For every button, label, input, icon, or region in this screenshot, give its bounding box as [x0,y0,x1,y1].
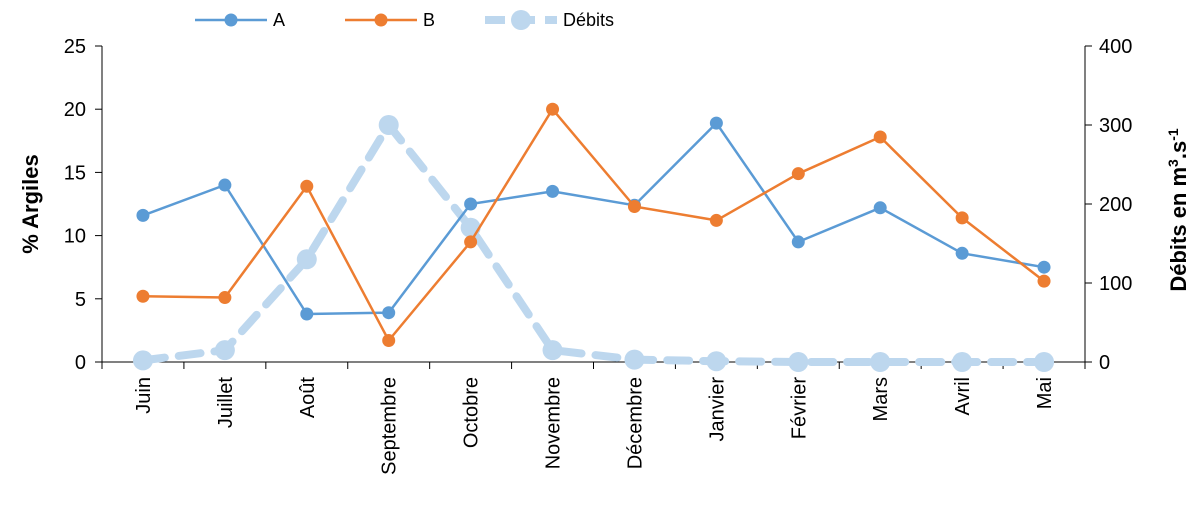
data-point [132,350,153,371]
x-tick-label: Mai [1034,377,1056,409]
data-point [624,349,645,370]
data-point [300,307,314,321]
x-tick-label: Août [297,377,319,419]
data-point [464,197,478,211]
y-tick-label: 15 [64,162,86,184]
legend-label: B [423,10,435,30]
series-a [136,116,1051,321]
data-point [218,178,232,192]
x-tick-label: Février [788,377,810,440]
data-point [788,352,809,372]
data-point [709,116,723,130]
legend-marker [511,10,531,30]
axes: 0 5 10 15 20 25 0 100 200 300 400 Juin Juillet Août Se… [64,36,1133,475]
legend-item: A [195,10,285,30]
data-point [464,235,478,249]
y2-axis-title: Débits en m3.s-1 [1165,128,1191,292]
y-tick-label: 10 [64,226,86,248]
x-tick-label: Juin [133,377,155,414]
y2-tick-label: 0 [1099,352,1110,374]
data-point [1037,260,1051,274]
data-point [873,201,887,215]
series-layer [132,102,1055,372]
y2-tick-label: 200 [1099,194,1132,216]
data-point [136,208,150,222]
x-tick-label: Octobre [461,377,483,448]
data-point [136,289,150,303]
data-point [870,352,891,372]
data-point [955,211,969,225]
data-point [706,351,727,372]
x-tick-label: Juillet [215,377,237,429]
x-tick-label: Janvier [706,377,728,442]
data-point [791,167,805,181]
y-tick-label: 25 [64,36,86,58]
data-point [214,340,235,361]
data-point [709,213,723,227]
series-d-bits [132,115,1055,372]
legend-marker [224,13,238,27]
data-point [952,352,973,372]
y-axis-title: % Argiles [18,154,43,253]
data-point [296,249,317,270]
series-b [136,102,1051,348]
data-point [955,246,969,260]
data-point [1034,352,1055,372]
x-tick-label: Avril [952,377,974,416]
y2-tick-label: 300 [1099,115,1132,137]
data-point [382,306,396,320]
legend-item: B [345,10,435,30]
series-line [139,121,1048,366]
legend: A B Débits [195,10,614,30]
x-tick-label: Septembre [379,377,401,475]
y-tick-label: 0 [75,352,86,374]
data-point [627,200,641,214]
series-line [142,121,1045,316]
data-point [460,217,481,238]
y2-tick-label: 100 [1099,273,1132,295]
legend-label: A [273,10,285,30]
data-point [546,102,560,116]
data-point [1037,274,1051,288]
x-tick-label: Décembre [624,377,646,469]
data-point [378,115,399,135]
x-tick-label: Mars [870,377,892,421]
data-point [873,130,887,144]
x-tick-label: Novembre [543,377,565,469]
data-point [218,291,232,305]
data-point [300,179,314,193]
legend-marker [374,13,388,27]
data-point [546,184,560,198]
legend-label: Débits [563,10,614,30]
y-tick-label: 20 [64,99,86,121]
data-point [382,334,396,348]
data-point [542,340,563,361]
series-line [142,107,1045,342]
legend-item: Débits [485,10,614,30]
y2-tick-label: 400 [1099,36,1132,58]
data-point [791,235,805,249]
y-tick-label: 5 [75,289,86,311]
